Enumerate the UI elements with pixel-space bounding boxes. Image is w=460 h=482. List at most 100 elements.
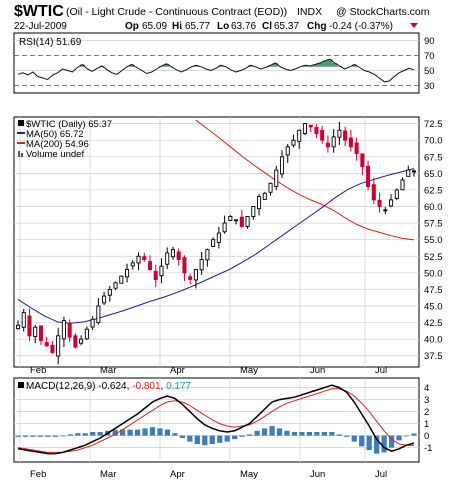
candle-body-2	[27, 315, 32, 337]
macd-x-label-0: Feb	[30, 469, 46, 480]
candle-body-39	[239, 216, 244, 227]
macd-hist-bar-11	[97, 432, 103, 436]
macd-hist-bar-36	[284, 430, 290, 436]
macd-tick-label-4: 0	[424, 431, 429, 442]
macd-hist-bar-52	[403, 435, 410, 437]
candle-body-58	[348, 137, 353, 148]
price-tick-label-12: 42.5	[424, 318, 443, 329]
price-tick-label-11: 45.0	[424, 301, 443, 312]
macd-legend-swatch	[18, 382, 24, 388]
quote-date: 22-Jul-2009	[14, 21, 67, 32]
candle-body-18	[119, 275, 124, 284]
price-x-label-1: Mar	[100, 365, 116, 376]
macd-x-label-5: Jul	[375, 469, 387, 480]
candle-body-13	[90, 318, 95, 328]
instrument-name: (Oil - Light Crude - Continuous Contract…	[66, 6, 287, 18]
candle-body-59	[354, 142, 359, 154]
macd-x-label-3: May	[240, 469, 258, 480]
macd-hist-bar-21	[172, 433, 178, 436]
price-x-label-3: May	[240, 365, 258, 376]
candle-body-24	[153, 270, 158, 280]
macd-hist-bar-20	[164, 429, 171, 436]
price-tick-label-0: 72.5	[424, 119, 443, 130]
price-tick-label-4: 62.5	[424, 185, 443, 196]
high-value: 65.77	[185, 21, 210, 32]
macd-tick-label-2: 2	[424, 407, 429, 418]
macd-hist-bar-23	[187, 435, 193, 442]
macd-hist-bar-38	[299, 432, 305, 436]
candle-body-68	[406, 169, 411, 177]
candle-body-14	[96, 305, 101, 324]
macd-hist-bar-49	[381, 435, 387, 453]
candle-body-53	[320, 129, 325, 141]
candle-body-30	[188, 276, 193, 280]
rsi-tick-label-3: 30	[424, 81, 435, 92]
legend-ma50: MA(50) 65.72	[26, 129, 84, 140]
macd-hist-bar-8	[75, 433, 81, 436]
legend-volume: Volume undef	[26, 149, 84, 160]
candle-body-26	[165, 252, 170, 265]
candle-body-49	[297, 129, 302, 142]
macd-hist-bar-42	[329, 432, 335, 436]
legend-price: $WTIC (Daily) 65.37	[26, 119, 112, 130]
price-tick-label-7: 55.0	[424, 235, 443, 246]
price-x-label-5: Jul	[375, 365, 387, 376]
macd-legend-macd: -0.624	[98, 381, 127, 392]
candle-body-12	[84, 328, 89, 340]
rsi-tick-label-1: 70	[424, 51, 435, 62]
macd-tick-label-3: 1	[424, 419, 429, 430]
candle-body-60	[360, 153, 365, 168]
candle-body-57	[343, 130, 348, 141]
macd-hist-bar-37	[291, 432, 298, 436]
candle-body-52	[314, 126, 319, 135]
candle-body-65	[389, 199, 394, 207]
ma200-line	[195, 119, 415, 241]
price-x-label-4: Jun	[310, 365, 325, 376]
macd-hist-bar-1	[22, 435, 29, 437]
macd-signal-line	[17, 388, 414, 453]
candle-body-62	[371, 184, 376, 201]
price-tick-label-9: 50.0	[424, 268, 443, 279]
macd-hist-bar-14	[119, 429, 126, 436]
macd-hist-bar-48	[374, 435, 380, 454]
rsi-legend: RSI(14) 51.69	[19, 37, 82, 48]
price-x-label-0: Feb	[30, 365, 46, 376]
macd-hist-bar-47	[366, 435, 372, 450]
price-tick-label-2: 67.5	[424, 152, 443, 163]
rsi-tick-label-2: 50	[424, 66, 435, 77]
candle-body-22	[142, 256, 147, 261]
macd-hist-bar-34	[269, 426, 275, 436]
macd-tick-label-0: 4	[424, 383, 429, 394]
macd-hist-bar-18	[149, 427, 156, 436]
exchange: INDX	[297, 6, 322, 18]
macd-hist-bar-30	[239, 435, 245, 437]
macd-hist-bar-3	[37, 435, 44, 437]
low-value: 63.76	[231, 21, 256, 32]
price-x-label-2: Apr	[170, 365, 185, 376]
macd-hist-bar-16	[134, 429, 141, 436]
candle-body-63	[377, 199, 382, 207]
candle-body-6	[50, 344, 55, 353]
macd-hist-bar-22	[179, 435, 185, 438]
macd-hist-bar-27	[217, 435, 223, 443]
ma50-line	[17, 168, 415, 324]
price-frame	[13, 116, 420, 368]
open-label: Op	[125, 21, 139, 32]
rsi-line	[17, 58, 415, 83]
candle-body-23	[147, 261, 153, 270]
rsi-overbought-fill	[79, 59, 358, 67]
watermark: @ StockCharts.com	[336, 6, 430, 18]
close-value: 65.37	[274, 21, 299, 32]
macd-hist-bar-53	[411, 433, 417, 436]
macd-hist-bar-4	[45, 435, 51, 437]
macd-hist-bar-0	[15, 435, 21, 437]
candle-body-20	[130, 262, 135, 267]
candle-body-69	[411, 170, 417, 173]
price-tick-label-14: 37.5	[424, 351, 443, 362]
legend-price-swatch	[18, 120, 24, 126]
candle-body-15	[102, 295, 107, 304]
candle-body-51	[308, 124, 313, 128]
candle-body-16	[107, 288, 112, 296]
macd-hist-bar-43	[336, 434, 342, 436]
